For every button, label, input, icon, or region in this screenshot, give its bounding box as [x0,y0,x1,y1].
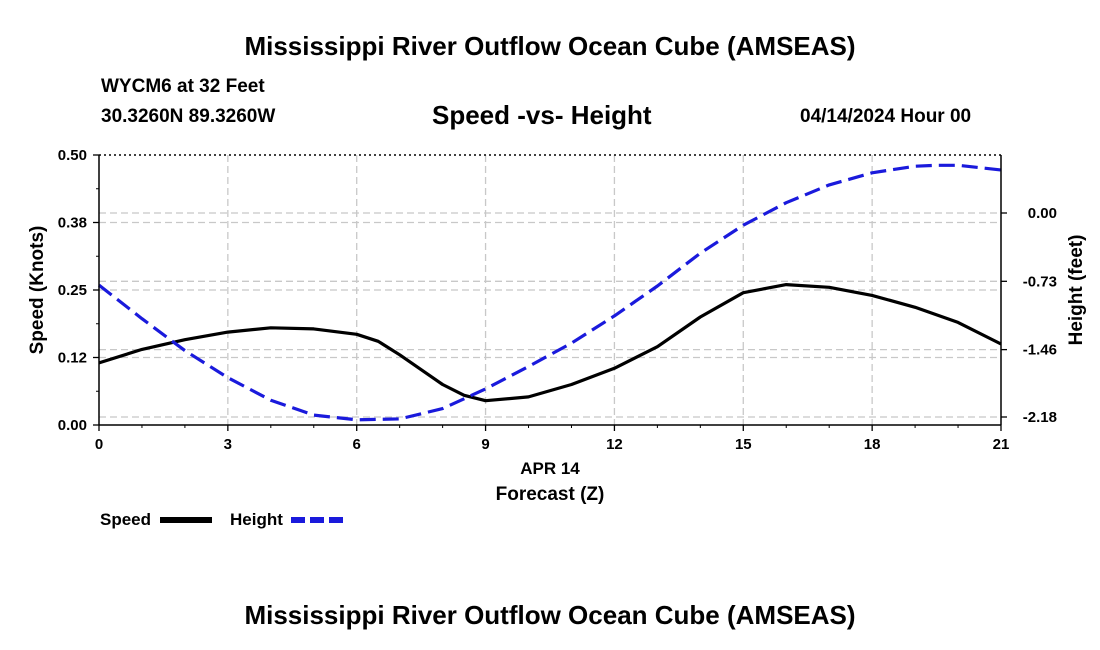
x-tick-label: 18 [864,436,881,453]
station-label: WYCM6 at 32 Feet [101,76,265,97]
forecast-datetime: 04/14/2024 Hour 00 [800,106,972,127]
x-tick-label: 0 [95,436,103,453]
series-line-speed [98,283,1002,403]
y-tick-label: 0.25 [58,282,87,299]
chart-subtitle: Speed -vs- Height [432,100,652,130]
series-line-height [98,163,1002,422]
y2-tick-label: 0.00 [1028,205,1057,222]
y2-tick-label: -0.73 [1023,273,1057,290]
chart-ticks: 0 3 6 9 12 15 18 21 0.00 0.12 0.25 0.38 0.50 0.00 -0.7… [58,147,1057,453]
x-tick-label: 9 [481,436,489,453]
y2-tick-label: -1.46 [1023,342,1057,359]
y2-axis-label: Height (feet) [1066,235,1087,346]
grid-lines [99,155,1001,425]
y-tick-label: 0.38 [58,215,87,232]
legend-speed-label: Speed [100,510,151,529]
x-tick-label: 15 [735,436,752,453]
x-tick-label: 3 [224,436,232,453]
footer-title: Mississippi River Outflow Ocean Cube (AM… [244,600,856,630]
y-axis-label: Speed (Knots) [27,226,48,355]
x-tick-label: 12 [606,436,623,453]
chart-title: Mississippi River Outflow Ocean Cube (AM… [244,31,856,61]
station-coords: 30.3260N 89.3260W [101,106,276,127]
legend: Speed Height [100,510,343,529]
legend-height-label: Height [230,510,283,529]
y2-tick-label: -2.18 [1023,409,1057,426]
x-axis-date-label: APR 14 [520,459,580,478]
series-lines [98,163,1002,422]
x-tick-label: 6 [353,436,361,453]
x-axis-label: Forecast (Z) [496,484,605,505]
y-tick-label: 0.00 [58,417,87,434]
x-tick-label: 21 [993,436,1010,453]
y-tick-label: 0.50 [58,147,87,164]
y-tick-label: 0.12 [58,350,87,367]
